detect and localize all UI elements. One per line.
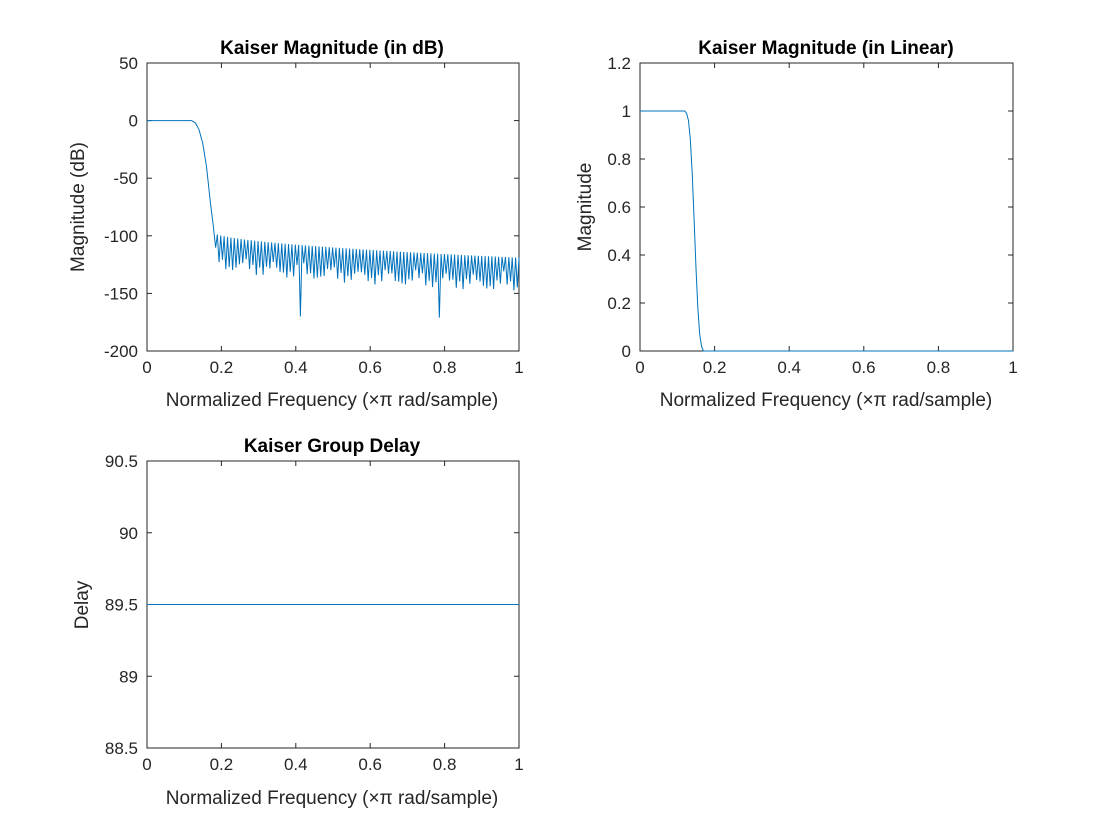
plot-area-frame bbox=[639, 62, 1014, 352]
x-tick-label: 0 bbox=[635, 358, 644, 377]
x-axis-label: Normalized Frequency (×π rad/sample) bbox=[660, 390, 993, 411]
y-tick-label: 88.5 bbox=[105, 739, 138, 758]
y-tick-label: 0 bbox=[622, 342, 631, 361]
y-tick-label: -200 bbox=[104, 342, 138, 361]
x-tick-label: 1 bbox=[514, 358, 523, 377]
y-axis-label: Magnitude bbox=[575, 163, 596, 252]
x-tick-label: 1 bbox=[1008, 358, 1017, 377]
x-tick-label: 0.6 bbox=[358, 358, 382, 377]
y-tick-label: 0.4 bbox=[607, 246, 631, 265]
chart-title: Kaiser Magnitude (in Linear) bbox=[698, 38, 953, 59]
y-tick-label: 0.8 bbox=[607, 150, 631, 169]
x-tick-label: 0.4 bbox=[284, 755, 308, 774]
y-tick-label: 0.6 bbox=[607, 198, 631, 217]
y-tick-label: -50 bbox=[113, 169, 138, 188]
subplot-magnitude-db: Kaiser Magnitude (in dB) Normalized Freq… bbox=[68, 38, 524, 411]
series-line bbox=[640, 110, 1013, 352]
y-tick-label: -150 bbox=[104, 284, 138, 303]
y-tick-label: 0.2 bbox=[607, 294, 631, 313]
x-tick-label: 0 bbox=[142, 358, 151, 377]
y-axis-label: Magnitude (dB) bbox=[68, 142, 89, 272]
subplot-magnitude-linear: Kaiser Magnitude (in Linear) Normalized … bbox=[575, 38, 1018, 411]
x-tick-label: 0.8 bbox=[433, 755, 457, 774]
x-tick-label: 0.8 bbox=[433, 358, 457, 377]
x-tick-label: 0 bbox=[142, 755, 151, 774]
y-tick-label: 0 bbox=[129, 112, 138, 131]
y-tick-label: -100 bbox=[104, 227, 138, 246]
subplot-group-delay: Kaiser Group Delay Normalized Frequency … bbox=[72, 436, 524, 809]
y-tick-label: 1 bbox=[622, 102, 631, 121]
y-axis-label: Delay bbox=[72, 580, 93, 629]
y-tick-label: 90 bbox=[119, 524, 138, 543]
x-tick-label: 0.2 bbox=[210, 358, 234, 377]
y-tick-label: 50 bbox=[119, 54, 138, 73]
x-tick-label: 0.8 bbox=[927, 358, 951, 377]
x-axis-label: Normalized Frequency (×π rad/sample) bbox=[166, 390, 499, 411]
x-axis-label: Normalized Frequency (×π rad/sample) bbox=[166, 788, 499, 809]
x-tick-label: 0.2 bbox=[703, 358, 727, 377]
plot-area-frame bbox=[146, 62, 520, 352]
x-tick-label: 1 bbox=[514, 755, 523, 774]
y-tick-label: 1.2 bbox=[607, 54, 631, 73]
series-line bbox=[147, 120, 520, 318]
y-tick-label: 90.5 bbox=[105, 452, 138, 471]
chart-title: Kaiser Magnitude (in dB) bbox=[220, 38, 444, 59]
chart-title: Kaiser Group Delay bbox=[244, 436, 421, 457]
x-tick-label: 0.4 bbox=[777, 358, 801, 377]
x-tick-label: 0.2 bbox=[210, 755, 234, 774]
y-tick-label: 89.5 bbox=[105, 596, 138, 615]
x-tick-label: 0.6 bbox=[852, 358, 876, 377]
x-tick-label: 0.6 bbox=[358, 755, 382, 774]
y-tick-label: 89 bbox=[119, 667, 138, 686]
x-tick-label: 0.4 bbox=[284, 358, 308, 377]
